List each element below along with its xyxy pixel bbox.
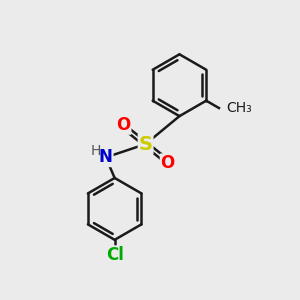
Text: S: S	[139, 135, 153, 154]
Text: Cl: Cl	[106, 246, 124, 264]
Text: O: O	[116, 116, 130, 134]
Text: N: N	[99, 148, 113, 166]
Text: CH₃: CH₃	[226, 101, 252, 115]
Text: O: O	[160, 154, 175, 172]
Text: H: H	[90, 144, 101, 158]
